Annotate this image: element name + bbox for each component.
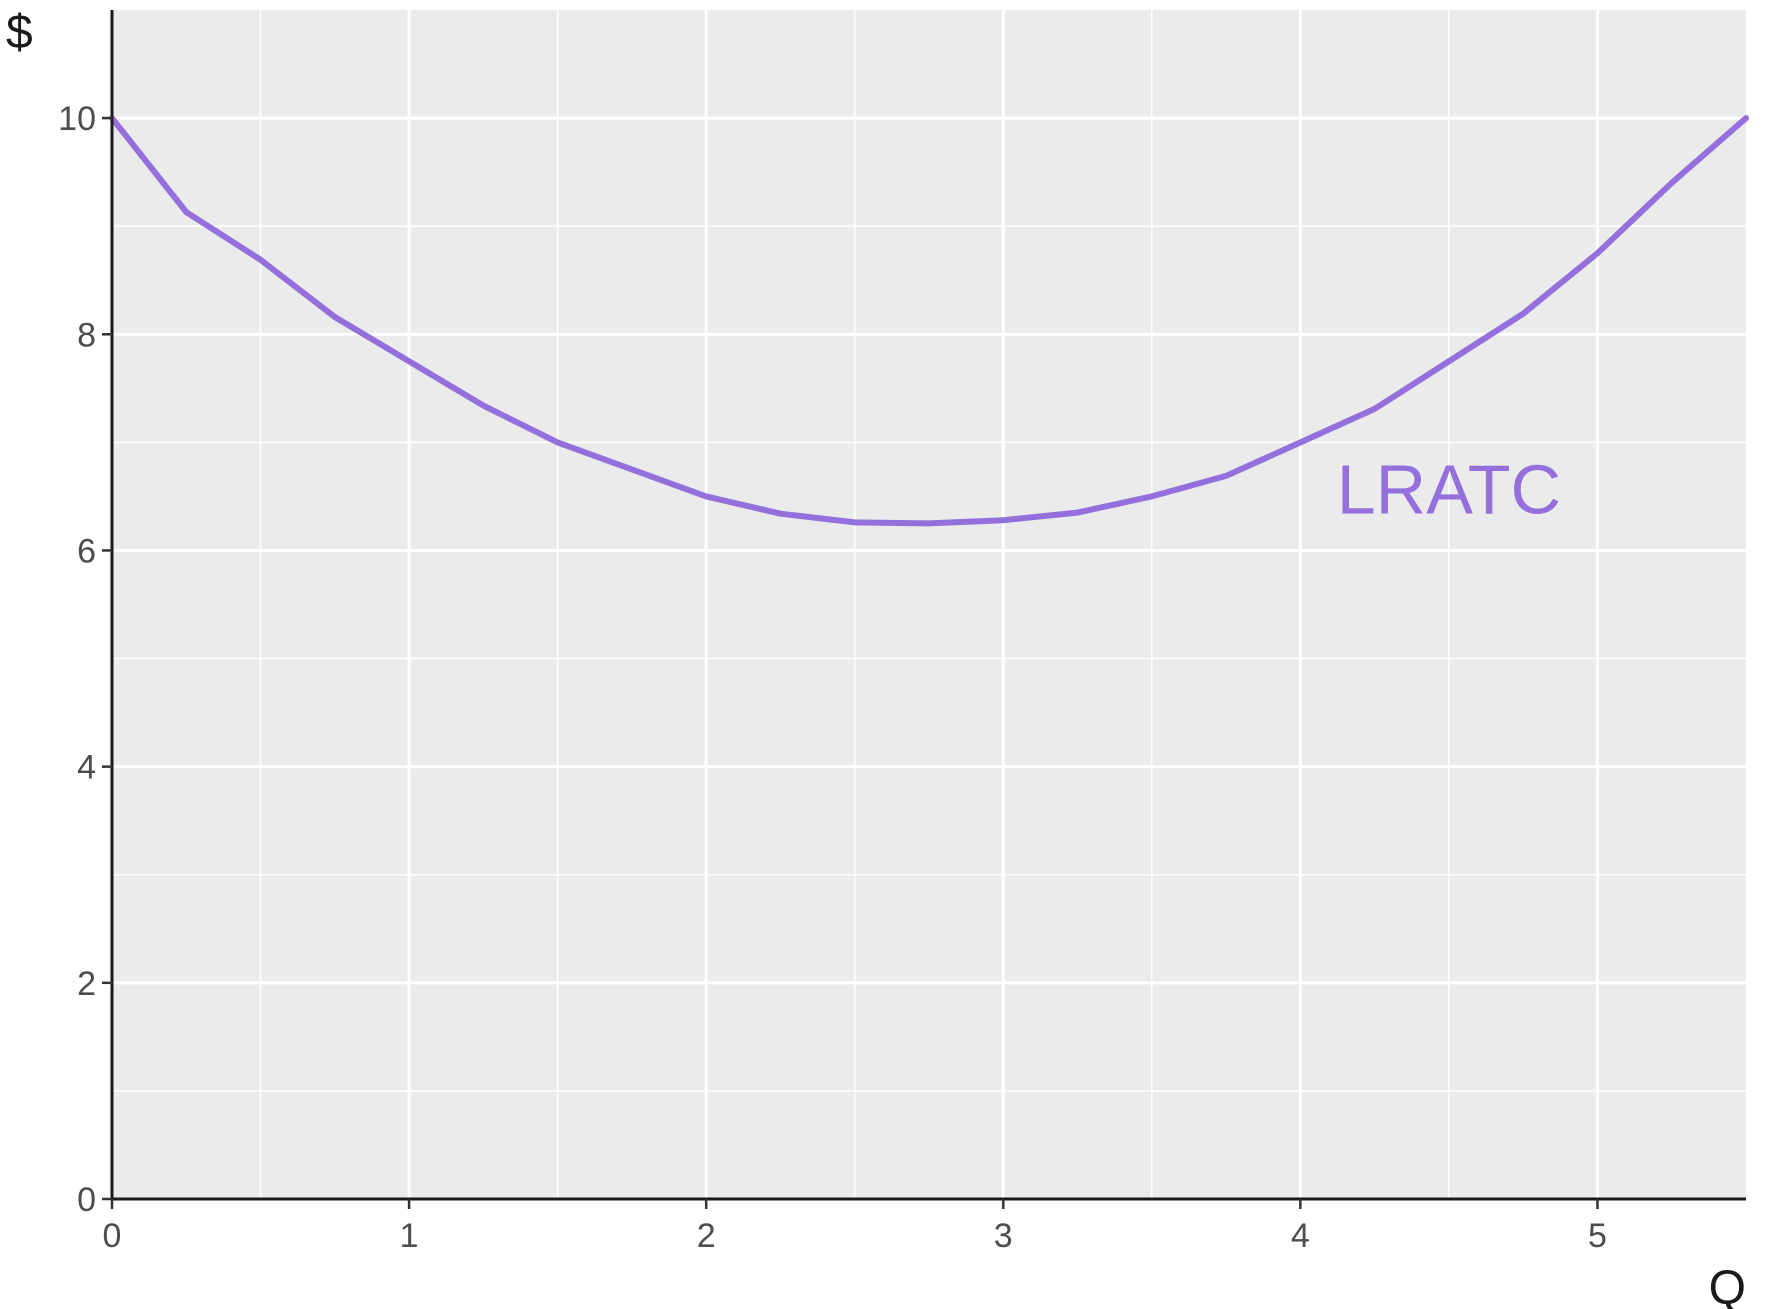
x-tick-label: 0: [103, 1217, 122, 1255]
x-tick-label: 3: [994, 1217, 1013, 1255]
plot-panel: [112, 10, 1746, 1199]
x-axis-title: Q: [1709, 1262, 1746, 1309]
x-tick-label: 1: [400, 1217, 419, 1255]
y-tick-label: 2: [77, 965, 96, 1003]
y-tick-label: 0: [77, 1181, 96, 1219]
x-axis-ticks: 0 1 2 3 4 5: [103, 1199, 1607, 1255]
y-tick-label: 10: [58, 100, 96, 138]
series-layer: [109, 115, 1749, 527]
x-tick-label: 5: [1588, 1217, 1607, 1255]
axes: [110, 10, 1746, 1201]
y-axis-ticks: 0 2 4 6 8 10: [58, 100, 112, 1219]
series-line-lratc: [109, 115, 1749, 527]
x-tick-label: 2: [697, 1217, 716, 1255]
x-tick-label: 4: [1291, 1217, 1310, 1255]
y-tick-label: 6: [77, 532, 96, 570]
minor-gridlines: [112, 10, 1746, 1199]
curve-label-lratc: LRATC: [1337, 450, 1561, 528]
y-tick-label: 4: [77, 749, 96, 787]
y-tick-label: 8: [77, 316, 96, 354]
annotations: LRATC: [1337, 450, 1561, 528]
y-axis-title: $: [6, 6, 33, 59]
